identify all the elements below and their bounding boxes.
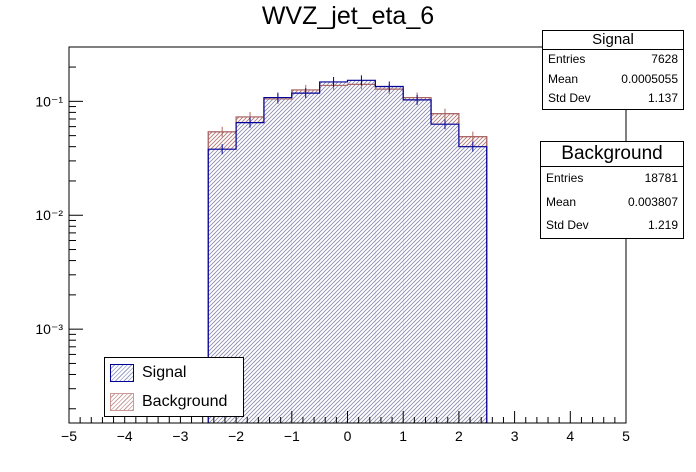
signal-bar xyxy=(291,93,320,423)
legend-label: Background xyxy=(142,392,228,410)
x-tick-label: 1 xyxy=(399,428,407,444)
stats-value: 1.137 xyxy=(647,91,678,105)
y-tick-label: 10⁻³ xyxy=(35,321,63,337)
signal-bar xyxy=(263,97,292,423)
signal-bar xyxy=(347,80,376,423)
signal-bar xyxy=(319,81,348,423)
stats-row-std: Std Dev 1.219 xyxy=(541,214,683,238)
stats-value: 0.0005055 xyxy=(621,71,678,86)
legend-item-background: Background xyxy=(105,387,243,416)
stats-box-title: Signal xyxy=(543,31,683,50)
stats-box-title: Background xyxy=(541,142,683,167)
legend-item-signal: Signal xyxy=(105,358,243,387)
stats-row-entries: Entries 7628 xyxy=(543,50,683,70)
x-tick-label: −2 xyxy=(228,428,244,444)
stats-value: 0.003807 xyxy=(627,194,678,209)
stats-label: Mean xyxy=(548,71,579,86)
chart-title: WVZ_jet_eta_6 xyxy=(261,2,435,30)
stats-value: 18781 xyxy=(644,171,678,185)
signal-bar xyxy=(458,146,487,423)
stats-row-entries: Entries 18781 xyxy=(541,167,683,191)
stats-value: 7628 xyxy=(651,52,678,66)
legend: Signal Background xyxy=(104,357,244,417)
stats-label: Std Dev xyxy=(546,218,589,232)
stats-value: 1.219 xyxy=(647,218,678,232)
stats-row-std: Std Dev 1.137 xyxy=(543,89,683,109)
x-tick-label: 0 xyxy=(344,428,352,444)
x-tick-label: −1 xyxy=(284,428,300,444)
stats-label: Mean xyxy=(546,194,577,209)
signal-bar xyxy=(431,124,459,423)
y-tick-label: 10⁻² xyxy=(35,207,63,223)
stats-box-signal: Signal Entries 7628 Mean 0.0005055 Std D… xyxy=(542,30,684,110)
x-tick-label: 4 xyxy=(566,428,574,444)
legend-label: Signal xyxy=(142,363,187,381)
stats-label: Entries xyxy=(548,52,586,66)
legend-swatch-background xyxy=(110,392,134,411)
x-tick-label: −5 xyxy=(61,428,77,444)
x-tick-label: 3 xyxy=(511,428,519,444)
legend-swatch-signal xyxy=(110,363,134,382)
x-tick-label: −3 xyxy=(172,428,188,444)
signal-bar xyxy=(403,99,432,424)
x-tick-label: 2 xyxy=(455,428,463,444)
y-tick-label: 10⁻¹ xyxy=(35,93,63,109)
x-tick-label: −4 xyxy=(117,428,133,444)
stats-label: Entries xyxy=(546,171,584,185)
signal-bar xyxy=(375,86,404,423)
stats-label: Std Dev xyxy=(548,91,591,105)
x-tick-label: 5 xyxy=(622,428,630,444)
stats-row-mean: Mean 0.003807 xyxy=(541,191,683,215)
stats-box-background: Background Entries 18781 Mean 0.003807 S… xyxy=(540,141,684,239)
stats-row-mean: Mean 0.0005055 xyxy=(543,70,683,90)
